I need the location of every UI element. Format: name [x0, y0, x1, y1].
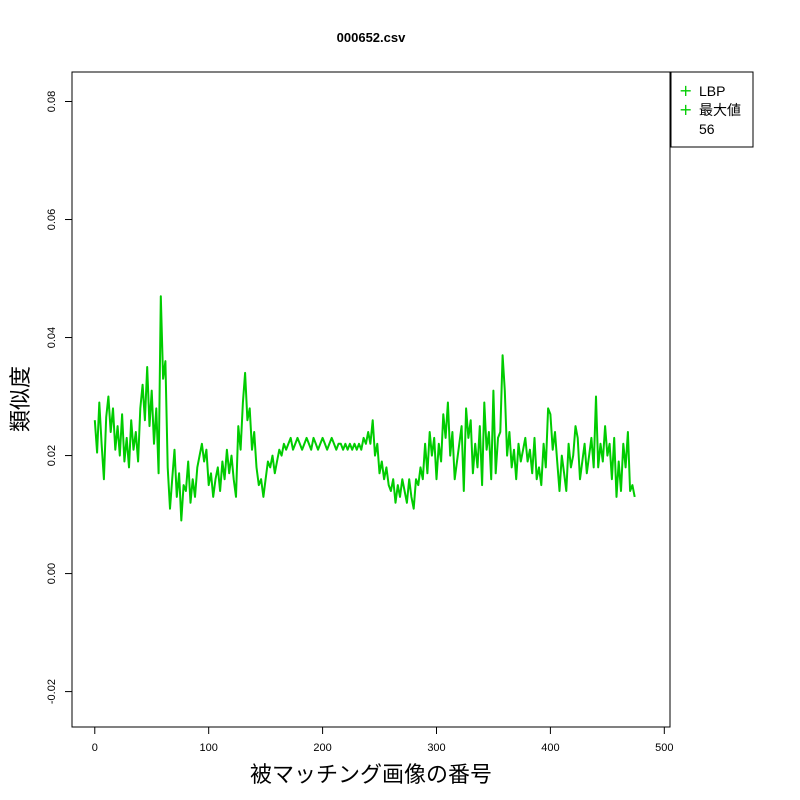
legend: + LBP + 最大値 56 — [670, 71, 754, 148]
legend-entry-max: 最大値 — [699, 102, 741, 118]
x-tick-label: 400 — [541, 742, 559, 754]
x-tick-label: 300 — [427, 742, 445, 754]
chart-title: 000652.csv — [337, 30, 406, 45]
y-tick-label: 0.00 — [46, 563, 58, 584]
y-tick-label: 0.06 — [46, 209, 58, 230]
y-axis-title: 類似度 — [9, 366, 34, 432]
plot-area-frame — [71, 71, 671, 728]
y-tick-label: 0.02 — [46, 445, 58, 466]
x-axis-title: 被マッチング画像の番号 — [250, 763, 492, 788]
legend-marker-max: + — [679, 100, 692, 119]
y-tick-label: 0.04 — [46, 327, 58, 348]
x-tick-label: 200 — [313, 742, 331, 754]
x-axis: 0 100 200 300 400 500 — [92, 727, 673, 754]
legend-entry-max-value: 56 — [699, 121, 715, 137]
y-tick-label: 0.08 — [46, 91, 58, 112]
y-axis: -0.02 0.00 0.02 0.04 0.06 0.08 — [46, 91, 72, 704]
x-tick-label: 100 — [200, 742, 218, 754]
legend-box — [670, 71, 754, 148]
legend-marker-lbp: + — [679, 81, 692, 100]
series-group — [93, 295, 636, 522]
y-tick-label: -0.02 — [46, 679, 58, 704]
x-tick-label: 500 — [655, 742, 673, 754]
legend-entry-lbp: LBP — [699, 83, 725, 99]
x-tick-label: 0 — [92, 742, 98, 754]
series-line-lbp — [93, 295, 636, 522]
